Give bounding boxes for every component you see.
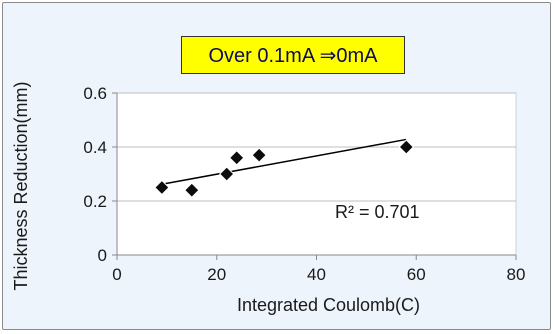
x-tick-label: 40 [307, 265, 326, 284]
trendline [161, 138, 407, 185]
r-squared-label: R² = 0.701 [335, 202, 420, 222]
plot-area [116, 92, 517, 256]
scatter-chart: 0 20 40 60 80 0 0.2 0.4 0.6 Integrated Coulomb(C)… [11, 81, 526, 315]
x-tick-label: 0 [112, 265, 121, 284]
y-tick-label: 0.4 [83, 138, 107, 157]
data-point [219, 166, 235, 182]
x-tick-label: 80 [507, 265, 526, 284]
x-tick-label: 60 [407, 265, 426, 284]
data-point [228, 150, 245, 166]
x-axis-title: Integrated Coulomb(C) [237, 295, 420, 315]
data-point [154, 179, 170, 196]
x-tick-label: 20 [207, 265, 226, 284]
y-axis-title: Thickness Reduction(mm) [11, 81, 31, 290]
y-tick-label: 0.6 [83, 84, 107, 103]
y-tick-label: 0.2 [83, 192, 107, 211]
data-point [184, 182, 200, 198]
y-tick-label: 0 [98, 246, 107, 265]
annotation-label: Over 0.1mA ⇒0mA [208, 44, 378, 67]
annotation-box: Over 0.1mA ⇒0mA [181, 36, 405, 74]
chart-frame: 0 20 40 60 80 0 0.2 0.4 0.6 Integrated Coulomb(C)… [2, 2, 551, 330]
data-point [398, 139, 414, 155]
data-point [251, 147, 267, 163]
